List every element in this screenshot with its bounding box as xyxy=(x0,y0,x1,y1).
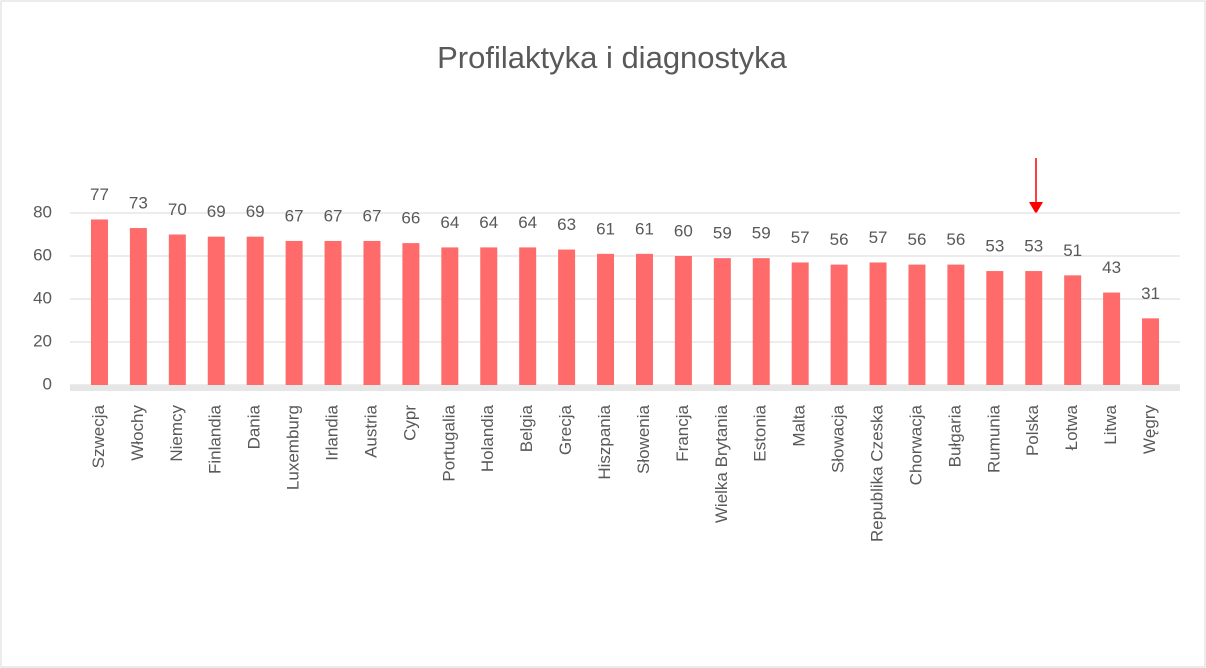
bar xyxy=(869,262,887,385)
bar xyxy=(947,264,965,385)
x-tick-label: Belgia xyxy=(517,404,536,452)
bar xyxy=(1025,271,1043,385)
y-tick-label: 40 xyxy=(33,288,52,307)
x-tick-label: Bułgaria xyxy=(945,404,964,467)
data-label: 70 xyxy=(168,200,187,219)
x-tick-label: Włochy xyxy=(128,405,147,461)
data-label: 56 xyxy=(830,230,849,249)
data-label: 56 xyxy=(946,230,965,249)
x-tick-label: Holandia xyxy=(478,404,497,472)
y-tick-label: 20 xyxy=(33,331,52,350)
x-tick-label: Chorwacja xyxy=(906,404,925,485)
data-label: 64 xyxy=(479,213,498,232)
y-tick-label: 80 xyxy=(33,202,52,221)
bar xyxy=(986,271,1004,385)
data-label: 69 xyxy=(246,202,265,221)
x-tick-label: Łotwa xyxy=(1062,404,1081,450)
y-tick-label: 0 xyxy=(43,374,52,393)
bar xyxy=(480,247,498,385)
data-label: 67 xyxy=(285,206,304,225)
data-label: 57 xyxy=(869,228,888,247)
x-tick-label: Republika Czeska xyxy=(868,404,887,542)
bar xyxy=(1142,318,1160,385)
data-label: 53 xyxy=(1024,237,1043,256)
bar xyxy=(752,258,770,385)
x-tick-label: Szwecja xyxy=(89,404,108,468)
x-tick-label: Finlandia xyxy=(206,404,225,474)
data-label: 64 xyxy=(440,213,459,232)
bar xyxy=(168,234,186,385)
x-tick-label: Słowenia xyxy=(634,404,653,474)
bar xyxy=(908,264,926,385)
x-tick-label: Niemcy xyxy=(167,405,186,462)
data-label: 60 xyxy=(674,221,693,240)
bar xyxy=(285,240,303,385)
annotation-arrowhead xyxy=(1029,202,1043,214)
x-tick-label: Litwa xyxy=(1101,404,1120,444)
data-label: 53 xyxy=(985,237,1004,256)
data-label: 61 xyxy=(635,219,654,238)
bar xyxy=(402,243,420,385)
x-tick-label: Dania xyxy=(245,404,264,449)
x-tick-label: Węgry xyxy=(1140,405,1159,455)
bar xyxy=(129,228,147,385)
bar xyxy=(1064,275,1082,385)
bar xyxy=(207,236,225,385)
data-label: 77 xyxy=(90,185,109,204)
data-label: 64 xyxy=(518,213,537,232)
x-tick-label: Francja xyxy=(673,404,692,461)
bar xyxy=(635,253,653,385)
x-tick-label: Irlandia xyxy=(323,404,342,460)
data-label: 56 xyxy=(908,230,927,249)
data-label: 57 xyxy=(791,228,810,247)
x-tick-label: Polska xyxy=(1023,404,1042,456)
bar xyxy=(324,240,342,385)
data-label: 67 xyxy=(363,206,382,225)
floor xyxy=(70,385,1180,391)
data-label: 63 xyxy=(557,215,576,234)
bar xyxy=(791,262,809,385)
x-tick-label: Słowacja xyxy=(829,404,848,473)
y-tick-label: 60 xyxy=(33,245,52,264)
x-tick-label: Rumunia xyxy=(984,404,1003,473)
x-tick-label: Cypr xyxy=(400,405,419,441)
data-label: 61 xyxy=(596,219,615,238)
data-label: 31 xyxy=(1141,284,1160,303)
x-tick-label: Portugalia xyxy=(439,404,458,481)
data-label: 69 xyxy=(207,202,226,221)
bar xyxy=(519,247,537,385)
data-label: 51 xyxy=(1063,241,1082,260)
data-label: 59 xyxy=(713,224,732,243)
bar xyxy=(90,219,108,385)
bar xyxy=(597,253,615,385)
data-label: 43 xyxy=(1102,258,1121,277)
x-tick-label: Malta xyxy=(790,404,809,446)
chart-title: Profilaktyka i diagnostyka xyxy=(437,40,788,75)
bar xyxy=(246,236,264,385)
data-label: 67 xyxy=(324,206,343,225)
data-label: 59 xyxy=(752,224,771,243)
bar xyxy=(1103,292,1121,385)
bar xyxy=(713,258,731,385)
data-label: 66 xyxy=(401,209,420,228)
x-tick-label: Estonia xyxy=(751,404,770,461)
x-tick-label: Hiszpania xyxy=(595,404,614,479)
bar xyxy=(674,256,692,385)
bar xyxy=(558,249,576,385)
bar xyxy=(441,247,459,385)
x-tick-label: Luxemburg xyxy=(284,405,303,490)
x-tick-label: Austria xyxy=(361,404,380,457)
data-label: 73 xyxy=(129,194,148,213)
x-tick-label: Wielka Brytania xyxy=(712,404,731,523)
bar xyxy=(830,264,848,385)
bar xyxy=(363,240,381,385)
x-tick-label: Grecja xyxy=(556,404,575,455)
